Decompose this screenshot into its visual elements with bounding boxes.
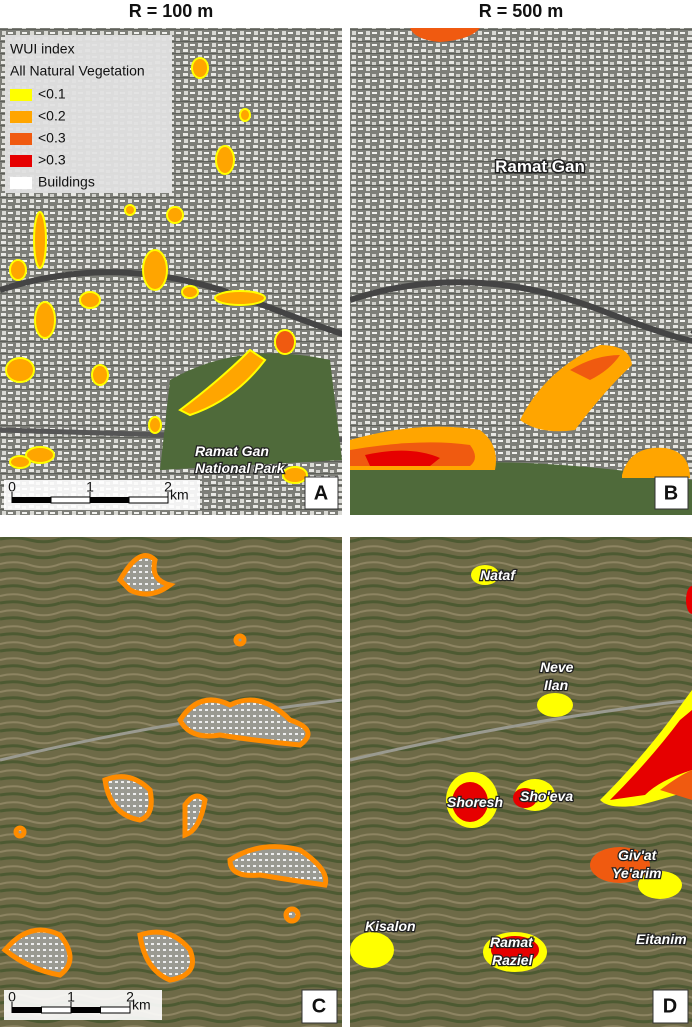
legend-swatch (10, 89, 32, 101)
map-panel: WUI index All Natural Vegetation <0.1<0.… (0, 28, 342, 515)
panel-letter: D (663, 995, 677, 1017)
scale-label: 0 (8, 989, 16, 1005)
place-label-line: Ye'arim (612, 865, 662, 881)
scale-bar: 0 1 2km (4, 989, 162, 1020)
road (0, 698, 342, 762)
legend-swatch (10, 133, 32, 145)
place-label-line: Ilan (544, 677, 568, 693)
place-label: Ramat Gan National Park (195, 443, 286, 476)
legend-swatch (10, 111, 32, 123)
legend-box (5, 35, 172, 193)
park (350, 462, 692, 515)
place-label: Shoresh (447, 794, 503, 810)
panel-letter-box (301, 989, 338, 1024)
map-panel: 0 1 2km C (0, 537, 342, 1027)
place-label: Ramat Raziel (490, 934, 534, 968)
scale-label: 2 (126, 989, 134, 1005)
legend-label: <0.3 (38, 130, 66, 146)
road (350, 279, 692, 344)
place-label-line: Ramat (490, 934, 534, 950)
scale-segment (41, 1006, 72, 1014)
place-label-line: National Park (195, 460, 286, 476)
legend-title: WUI index (10, 41, 75, 57)
park (160, 353, 342, 470)
scale-label: 2 (164, 479, 172, 495)
scale-segment (12, 497, 51, 503)
scale-segment (12, 1007, 42, 1013)
map-panel: Ramat Gan B (350, 28, 692, 515)
place-label: Sho'eva (520, 788, 573, 804)
place-labels: Nataf Neve Ilan Shoresh Sho'eva Giv'at Ye'… (364, 565, 688, 969)
scale-bg (4, 480, 200, 510)
road (350, 698, 692, 762)
place-label-line: Nataf (480, 567, 516, 583)
place-label-line: Ramat Gan (495, 157, 585, 176)
map-panel: Nataf Neve Ilan Shoresh Sho'eva Giv'at Ye'… (350, 537, 692, 1027)
legend-subtitle: All Natural Vegetation (10, 63, 145, 79)
place-label-line: Neve (540, 659, 574, 675)
place-label: Eitanim (636, 931, 687, 947)
scale-segment (128, 496, 169, 504)
scale-segment (100, 1006, 131, 1014)
place-label: Nataf (480, 567, 516, 583)
panel-letter-box (652, 989, 689, 1024)
wui-patches (350, 28, 690, 478)
wui-patches (5, 57, 308, 484)
legend-label: <0.2 (38, 108, 66, 124)
scale-label: 1 (67, 989, 75, 1005)
place-label: Giv'at Ye'arim (612, 847, 662, 881)
legend-swatch (10, 177, 32, 189)
scale-bg (4, 990, 162, 1020)
panel-letter-box (654, 476, 689, 510)
place-label-line: Kisalon (365, 918, 416, 934)
panel-letter: C (312, 995, 326, 1017)
legend-swatch (10, 155, 32, 167)
wui-patches (350, 565, 692, 972)
scale-unit: km (132, 997, 151, 1013)
scale-label: 1 (86, 479, 94, 495)
scale-segment (50, 496, 91, 504)
panel-letter: B (664, 482, 678, 504)
place-label-line: Ramat Gan (195, 443, 269, 459)
place-label-line: Sho'eva (520, 788, 573, 804)
place-label-line: Raziel (492, 952, 534, 968)
place-label: Ramat Gan (495, 157, 585, 176)
legend-label: <0.1 (38, 86, 66, 102)
column-header: R = 500 m (479, 1, 564, 21)
scale-segment (90, 497, 129, 503)
place-label: Neve Ilan (540, 659, 574, 693)
place-label-line: Giv'at (618, 847, 658, 863)
wui-patches (1, 553, 329, 983)
legend-label: Buildings (38, 174, 95, 190)
panel-letter: A (314, 482, 328, 504)
scale-bar: 0 1 2km (4, 479, 200, 510)
column-header: R = 100 m (129, 1, 214, 21)
scale-label: 0 (8, 479, 16, 495)
scale-unit: km (170, 487, 189, 503)
place-label-line: Shoresh (447, 794, 503, 810)
place-label-line: Eitanim (636, 931, 687, 947)
panel-letter-box (304, 476, 339, 510)
legend-items: <0.1 <0.2 <0.3 >0.3 Buildings (10, 86, 95, 190)
legend-label: >0.3 (38, 152, 66, 168)
scale-segment (71, 1007, 101, 1013)
place-label: Kisalon (365, 918, 416, 934)
